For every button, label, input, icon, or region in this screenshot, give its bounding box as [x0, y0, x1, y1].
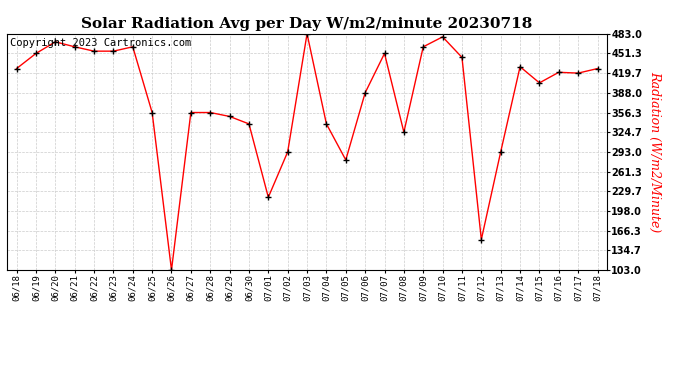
Title: Solar Radiation Avg per Day W/m2/minute 20230718: Solar Radiation Avg per Day W/m2/minute … [81, 17, 533, 31]
Text: Copyright 2023 Cartronics.com: Copyright 2023 Cartronics.com [10, 39, 191, 48]
Y-axis label: Radiation (W/m2/Minute): Radiation (W/m2/Minute) [648, 71, 661, 232]
